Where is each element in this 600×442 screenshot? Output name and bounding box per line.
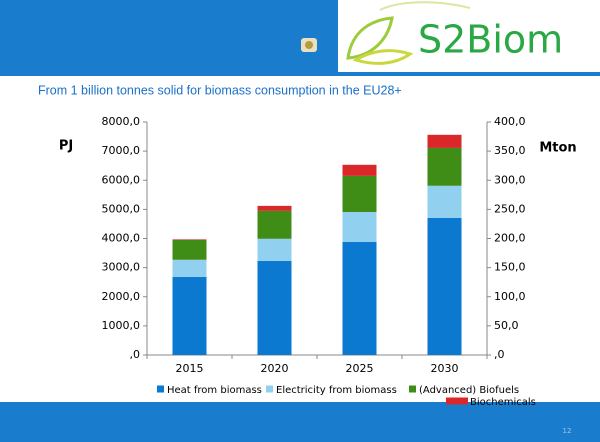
chart-title: From 1 billion tonnes solid for biomass … <box>38 83 402 97</box>
y-tick-label: 4000,0 <box>102 232 141 245</box>
x-tick-label: 2030 <box>431 362 459 375</box>
y2-tick-label: ,0 <box>494 348 505 361</box>
y2-tick-label: 300,0 <box>494 173 526 186</box>
y-tick-label: 1000,0 <box>102 319 141 332</box>
bar-segment <box>427 217 462 355</box>
legend-swatch <box>266 385 273 393</box>
y2-tick-label: 250,0 <box>494 202 526 215</box>
bar-segment <box>172 239 207 240</box>
bar-segment <box>342 241 377 355</box>
legend-label: Biochemicals <box>470 397 536 408</box>
legend-swatch <box>409 385 416 393</box>
crest <box>301 38 317 52</box>
y-tick-label: 5000,0 <box>102 202 141 215</box>
bar-segment <box>427 185 462 218</box>
bar-segment <box>427 147 462 186</box>
bar-segment <box>172 276 207 355</box>
y2-tick-label: 50,0 <box>494 319 519 332</box>
page-number: 12 <box>563 427 572 435</box>
y2-tick-label: 150,0 <box>494 261 526 274</box>
legend-label: Electricity from biomass <box>276 385 397 396</box>
logo-area <box>338 0 600 72</box>
bar-segment <box>427 134 462 148</box>
logo-leaves <box>346 1 471 65</box>
legend-label: (Advanced) Biofuels <box>419 385 519 396</box>
bar-segment <box>257 260 292 355</box>
y2-tick-label: 400,0 <box>494 115 526 128</box>
y2-tick-label: 100,0 <box>494 290 526 303</box>
footer-band <box>0 402 600 442</box>
y2-tick-label: 350,0 <box>494 144 526 157</box>
y-tick-label: 2000,0 <box>102 290 141 303</box>
legend-swatch <box>446 397 468 405</box>
logo-text: S2Biom <box>418 18 563 62</box>
bar-segment <box>342 211 377 242</box>
bar-segment <box>172 259 207 277</box>
bar-segment <box>342 164 377 176</box>
y-tick-label: 7000,0 <box>102 144 141 157</box>
y-tick-label: 3000,0 <box>102 261 141 274</box>
x-tick-label: 2015 <box>176 362 204 375</box>
y2-axis-label: Mton <box>539 141 576 156</box>
y-tick-label: 8000,0 <box>102 115 141 128</box>
x-tick-label: 2020 <box>261 362 289 375</box>
bar-segment <box>257 238 292 261</box>
legend-swatch <box>157 385 164 393</box>
legend-label: Heat from biomass <box>167 385 262 396</box>
y-axis-label: PJ <box>59 139 73 154</box>
y2-tick-label: 200,0 <box>494 232 526 245</box>
bar-segment <box>342 175 377 212</box>
y-tick-label: 6000,0 <box>102 173 141 186</box>
x-tick-label: 2025 <box>346 362 374 375</box>
bar-segment <box>172 239 207 260</box>
bar-segment <box>257 205 292 211</box>
bar-segment <box>257 210 292 239</box>
y-tick-label: ,0 <box>130 348 141 361</box>
